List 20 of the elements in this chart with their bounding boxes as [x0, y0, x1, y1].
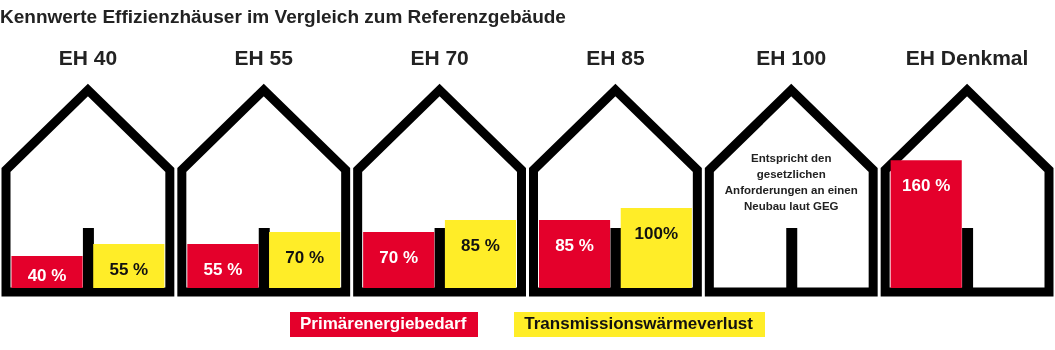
x-tick-label: EH Denkmal: [905, 46, 1029, 70]
annotation: Entspricht den gesetzlichen Anforderungen an einen Neubau laut GEG: [724, 152, 858, 213]
x-tick-label: EH 85: [586, 46, 645, 70]
chart-title: Kennwerte Effizienzhäuser im Vergleich zum Referenzgebäude: [0, 5, 566, 27]
data-label: 55 %: [203, 259, 243, 279]
data-label: 55 %: [109, 259, 149, 279]
data-label: 40 %: [27, 265, 67, 285]
data-label: 100%: [634, 223, 679, 243]
bar: [890, 160, 962, 288]
x-tick-label: EH 70: [410, 46, 469, 70]
data-label: 85 %: [461, 235, 500, 255]
text: Primärenergiebedarf: [290, 312, 479, 337]
x-tick-label: EH 55: [234, 46, 294, 70]
data-label: 160 %: [902, 175, 951, 195]
series-label: Transmissionswärmeverlust: [514, 312, 765, 337]
data-label: 70 %: [379, 247, 419, 267]
data-label: 85 %: [555, 235, 594, 255]
data-label: 70 %: [285, 247, 325, 267]
x-tick-label: EH 40: [58, 46, 118, 70]
x-tick-label: EH 100: [756, 46, 827, 70]
